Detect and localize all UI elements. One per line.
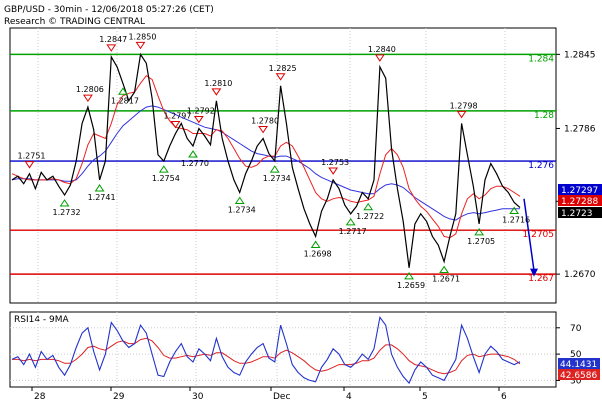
rsi-ma-line — [12, 337, 521, 375]
level-label: 1.276 — [528, 161, 554, 171]
swing-low-marker — [94, 184, 105, 192]
swing-low-label: 1.2732 — [53, 208, 81, 217]
swing-low-marker — [310, 240, 321, 248]
swing-high-label: 1.2840 — [368, 45, 396, 54]
swing-low-label: 1.2734 — [263, 174, 291, 183]
swing-low-marker — [188, 150, 198, 158]
swing-low-marker — [509, 206, 520, 215]
swing-low-marker — [158, 165, 169, 173]
ma-fast-line — [11, 75, 521, 239]
swing-high-marker — [328, 167, 339, 175]
price-badge — [558, 195, 602, 206]
swing-low-marker — [439, 265, 450, 274]
swing-low-marker — [234, 196, 245, 204]
x-tick-label: 29 — [113, 392, 125, 402]
y-tick-label: 1.2845 — [564, 50, 596, 60]
x-tick-label: 5 — [422, 392, 428, 402]
swing-low-marker — [59, 199, 70, 207]
y-tick-label: 1.2670 — [564, 270, 596, 280]
price-badge — [558, 207, 602, 218]
swing-low-label: 1.2659 — [397, 281, 425, 290]
swing-high-label: 1.2780 — [251, 117, 279, 126]
rsi-panel-frame — [9, 311, 557, 388]
chart-subtitle: Research © TRADING CENTRAL — [4, 17, 145, 27]
x-tick-label: 30 — [192, 392, 204, 402]
projection-arrow-line — [523, 198, 535, 271]
price-badge-label: 1.27288 — [561, 197, 598, 207]
swing-high-label: 1.2751 — [18, 152, 46, 161]
swing-high-marker — [275, 73, 286, 81]
swing-high-label: 1.2825 — [269, 64, 297, 73]
price-line — [11, 52, 521, 268]
level-label: 1.267 — [528, 274, 554, 284]
swing-low-marker — [118, 87, 128, 95]
price-badge-label: 1.2723 — [561, 209, 593, 219]
rsi-badge-label: 44.1431 — [560, 360, 597, 370]
swing-high-marker — [374, 54, 385, 62]
rsi-badge — [558, 369, 600, 380]
projection-arrow-head — [530, 268, 538, 277]
rsi-badge — [558, 358, 600, 369]
rsi-tick-label: 70 — [570, 324, 582, 334]
swing-high-marker — [135, 41, 146, 50]
swing-high-label: 1.2850 — [128, 32, 156, 41]
price-badge — [558, 184, 602, 195]
swing-high-label: 1.2847 — [99, 35, 127, 44]
level-label: 1.284 — [528, 54, 554, 64]
rsi-line — [11, 315, 521, 385]
swing-high-marker — [211, 88, 222, 96]
swing-high-marker — [106, 44, 117, 52]
swing-high-label: 1.2810 — [204, 79, 232, 88]
swing-high-label: 1.2797 — [163, 111, 191, 120]
swing-high-marker — [258, 126, 269, 134]
level-label: 1.28 — [534, 111, 554, 121]
swing-low-label: 1.2705 — [467, 237, 495, 246]
swing-low-marker — [269, 165, 280, 173]
rsi-title: RSI14 - 9MA — [14, 315, 70, 325]
swing-low-marker — [363, 202, 374, 211]
swing-high-label: 1.2792 — [187, 106, 215, 115]
swing-low-label: 1.2741 — [88, 193, 116, 202]
swing-low-label: 1.2722 — [356, 212, 384, 221]
swing-high-marker — [24, 161, 35, 169]
swing-low-label: 1.2698 — [304, 249, 332, 258]
swing-low-label: 1.2717 — [339, 227, 367, 236]
rsi-badge-label: 42.6586 — [560, 371, 597, 381]
swing-low-label: 1.2770 — [181, 159, 209, 168]
chart-title: GBP/USD - 30min - 12/06/2018 05:27:26 (C… — [4, 5, 214, 15]
swing-low-label: 1.2817 — [111, 96, 139, 105]
swing-high-label: 1.2753 — [321, 158, 349, 167]
swing-high-marker — [170, 120, 181, 129]
x-tick-label: 6 — [501, 392, 507, 402]
rsi-tick-label: 50 — [570, 350, 582, 360]
y-tick-label: 1.2786 — [564, 124, 596, 134]
swing-low-label: 1.2716 — [502, 216, 530, 225]
price-panel-frame — [9, 27, 557, 304]
swing-low-label: 1.2734 — [228, 205, 256, 214]
swing-high-label: 1.2798 — [450, 101, 478, 110]
rsi-tick-label: 30 — [570, 376, 582, 386]
swing-low-marker — [404, 271, 414, 280]
swing-high-label: 1.2806 — [76, 85, 104, 94]
swing-low-marker — [474, 227, 485, 236]
price-badge-label: 1.27297 — [561, 186, 598, 196]
swing-low-label: 1.2754 — [152, 174, 180, 183]
x-tick-label: Dec — [273, 392, 290, 402]
level-label: 1.2705 — [523, 230, 555, 240]
swing-high-marker — [456, 110, 467, 119]
swing-high-marker — [82, 94, 93, 103]
x-tick-label: 4 — [346, 392, 352, 402]
x-tick-label: 28 — [34, 392, 46, 402]
swing-low-marker — [345, 217, 356, 226]
swing-high-marker — [193, 115, 204, 124]
swing-low-label: 1.2671 — [432, 275, 460, 284]
